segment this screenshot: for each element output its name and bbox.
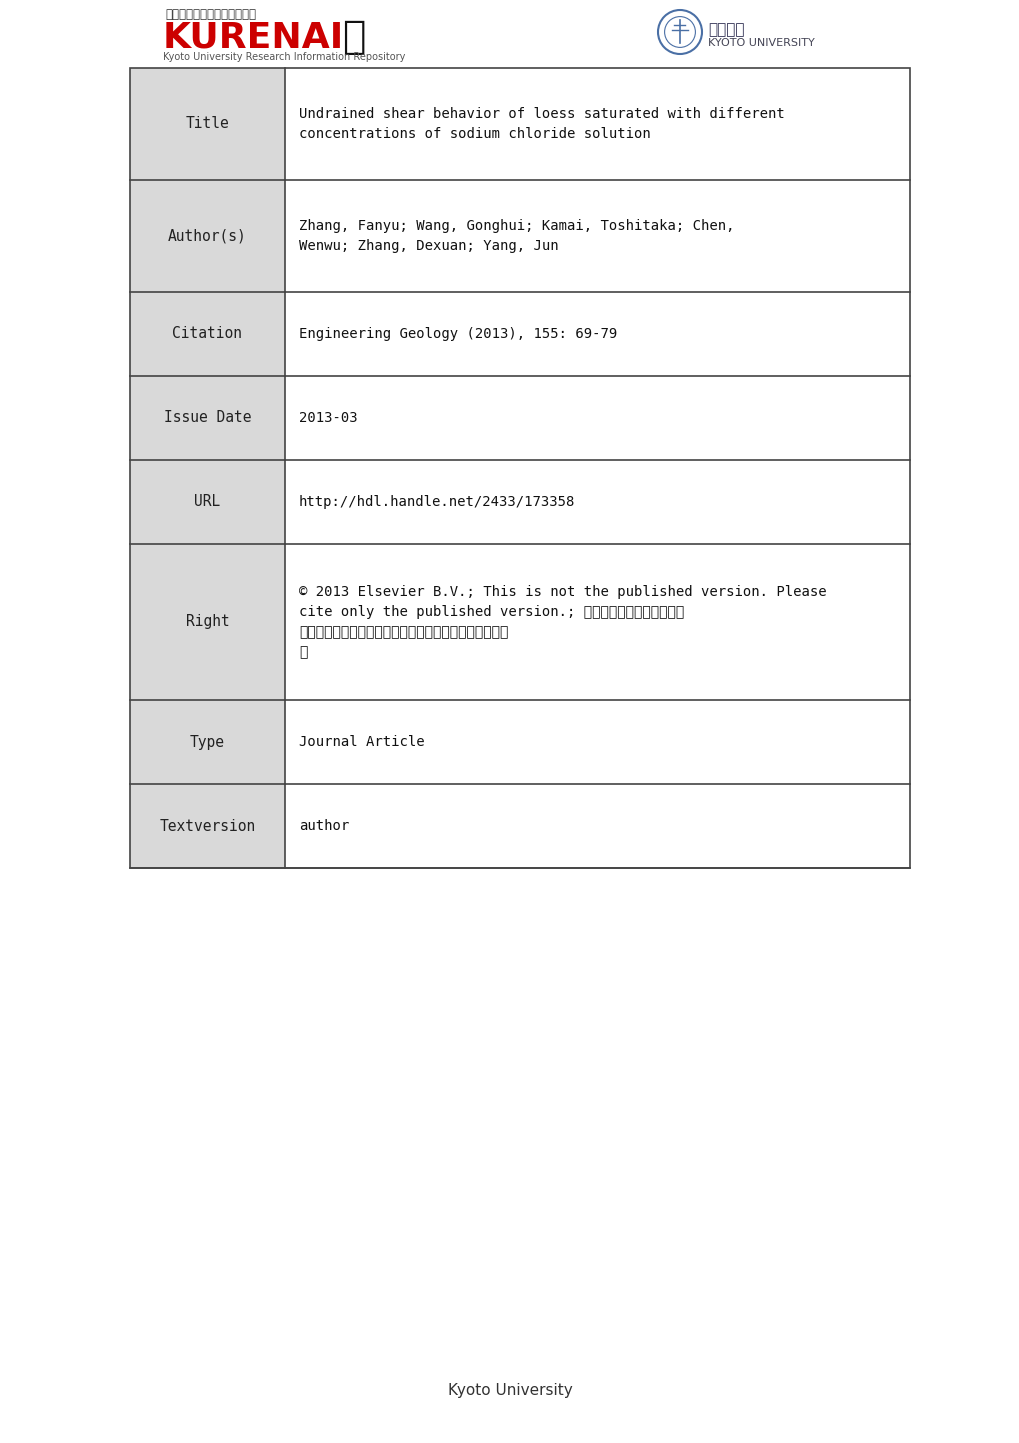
Bar <box>284 68 909 180</box>
Bar <box>129 68 284 180</box>
Bar <box>129 375 284 460</box>
Text: KYOTO UNIVERSITY: KYOTO UNIVERSITY <box>707 38 814 48</box>
Bar <box>129 68 909 869</box>
Bar <box>284 784 909 869</box>
Text: Right: Right <box>185 615 229 629</box>
Bar <box>284 460 909 544</box>
Bar <box>284 700 909 784</box>
Text: Kyoto University: Kyoto University <box>447 1382 572 1397</box>
Text: 京都大学学術情報リポジトリ: 京都大学学術情報リポジトリ <box>165 9 256 22</box>
Bar <box>129 544 284 700</box>
Text: Type: Type <box>190 734 225 749</box>
Text: Kyoto University Research Information Repository: Kyoto University Research Information Re… <box>163 52 405 62</box>
Text: URL: URL <box>195 494 220 509</box>
Bar <box>284 180 909 291</box>
Bar <box>129 180 284 291</box>
Bar <box>284 291 909 375</box>
Bar <box>284 544 909 700</box>
Text: © 2013 Elsevier B.V.; This is not the published version. Please
cite only the pu: © 2013 Elsevier B.V.; This is not the pu… <box>299 584 825 659</box>
Text: 京都大学: 京都大学 <box>707 22 744 38</box>
Text: Zhang, Fanyu; Wang, Gonghui; Kamai, Toshitaka; Chen,
Wenwu; Zhang, Dexuan; Yang,: Zhang, Fanyu; Wang, Gonghui; Kamai, Tosh… <box>299 219 734 253</box>
Text: 2013-03: 2013-03 <box>299 411 358 424</box>
Bar <box>284 375 909 460</box>
Text: Issue Date: Issue Date <box>164 410 251 426</box>
Text: Engineering Geology (2013), 155: 69-79: Engineering Geology (2013), 155: 69-79 <box>299 326 616 341</box>
Text: KURENAI: KURENAI <box>163 20 344 53</box>
Text: Journal Article: Journal Article <box>299 734 424 749</box>
Text: Textversion: Textversion <box>159 818 256 834</box>
Bar <box>129 460 284 544</box>
Text: 紅: 紅 <box>341 17 365 56</box>
Text: Title: Title <box>185 117 229 131</box>
Text: author: author <box>299 820 348 833</box>
Text: Citation: Citation <box>172 326 243 341</box>
Text: http://hdl.handle.net/2433/173358: http://hdl.handle.net/2433/173358 <box>299 495 575 508</box>
Text: Author(s): Author(s) <box>168 228 247 244</box>
Bar <box>129 784 284 869</box>
Text: Undrained shear behavior of loess saturated with different
concentrations of sod: Undrained shear behavior of loess satura… <box>299 107 784 141</box>
Bar <box>129 291 284 375</box>
Bar <box>129 700 284 784</box>
